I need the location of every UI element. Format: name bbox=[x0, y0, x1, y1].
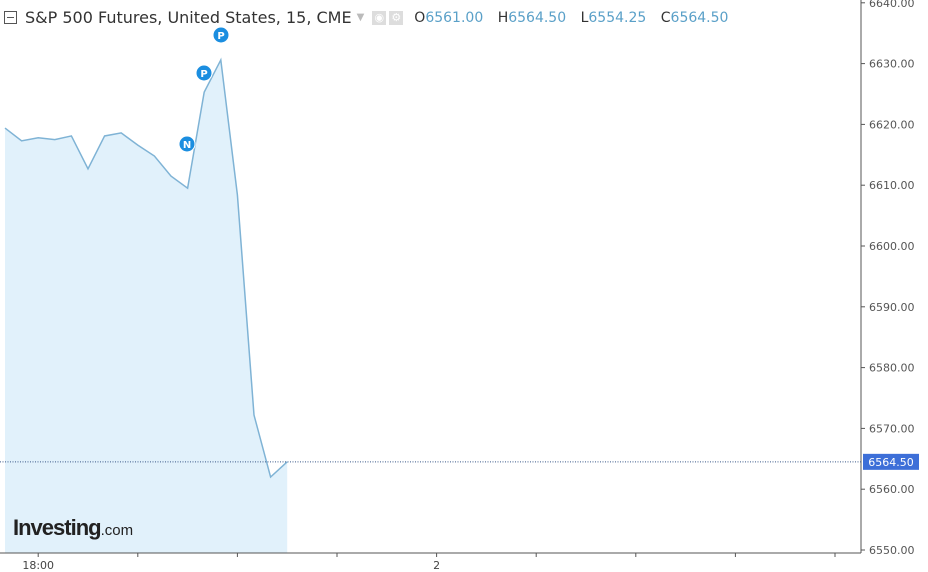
close-label: C bbox=[660, 9, 671, 26]
y-tick-label: 6570.00 bbox=[869, 422, 915, 435]
dropdown-caret-icon[interactable]: ▼ bbox=[356, 12, 365, 23]
chart-title: S&P 500 Futures, United States, 15, CME bbox=[25, 8, 352, 27]
chart-header: S&P 500 Futures, United States, 15, CME … bbox=[4, 8, 738, 27]
x-tick-label: 18:00 bbox=[22, 559, 54, 572]
last-price-tag bbox=[863, 453, 919, 470]
last-price-label: 6564.50 bbox=[868, 456, 914, 469]
ohlc-readout: O6561.00 H6564.50 L6554.25 C6564.50 bbox=[414, 10, 738, 26]
event-marker-label: P bbox=[217, 31, 224, 42]
y-tick-label: 6590.00 bbox=[869, 301, 915, 314]
y-tick-label: 6610.00 bbox=[869, 179, 915, 192]
collapse-icon[interactable] bbox=[4, 11, 17, 24]
high-label: H bbox=[497, 9, 509, 26]
event-marker-label: P bbox=[200, 69, 207, 80]
y-tick-label: 6620.00 bbox=[869, 118, 915, 131]
y-tick-label: 6550.00 bbox=[869, 544, 915, 557]
low-value: 6554.25 bbox=[588, 9, 647, 26]
x-tick-label: 2 bbox=[433, 559, 440, 572]
high-value: 6564.50 bbox=[508, 9, 567, 26]
eye-icon[interactable]: ◉ bbox=[372, 10, 387, 25]
event-marker-p[interactable] bbox=[212, 26, 230, 44]
event-marker-n[interactable] bbox=[178, 135, 196, 153]
event-marker-p[interactable] bbox=[195, 64, 213, 82]
open-label: O bbox=[414, 9, 426, 26]
low-label: L bbox=[580, 9, 589, 26]
gear-icon[interactable]: ⚙ bbox=[389, 10, 404, 25]
close-value: 6564.50 bbox=[670, 9, 729, 26]
y-tick-label: 6560.00 bbox=[869, 483, 915, 496]
area-fill bbox=[5, 59, 288, 554]
event-marker-label: N bbox=[183, 140, 191, 151]
price-line bbox=[4, 57, 288, 479]
y-tick-label: 6580.00 bbox=[869, 362, 915, 375]
y-tick-label: 6640.00 bbox=[869, 0, 915, 10]
y-tick-label: 6630.00 bbox=[869, 58, 915, 71]
y-tick-label: 6600.00 bbox=[869, 240, 915, 253]
open-value: 6561.00 bbox=[425, 9, 484, 26]
investing-logo: Investing.com bbox=[13, 515, 134, 540]
